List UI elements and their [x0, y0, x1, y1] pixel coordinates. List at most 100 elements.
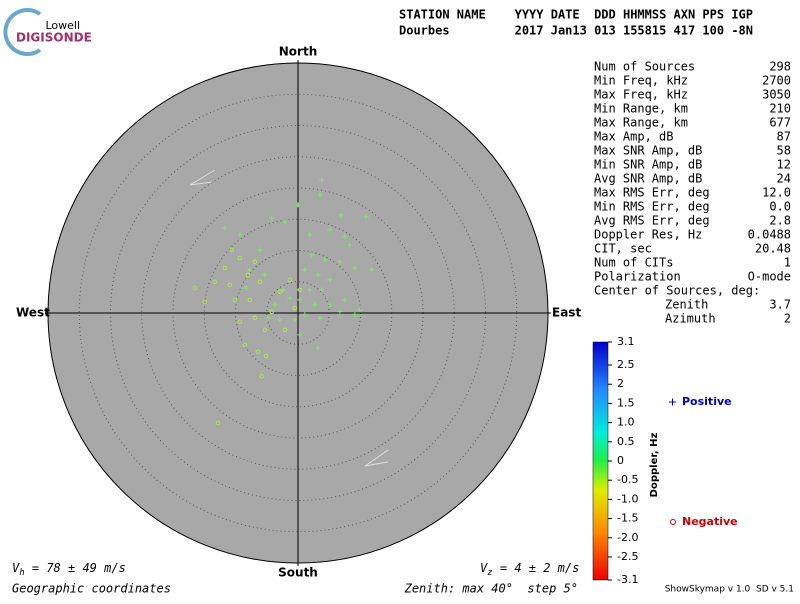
stat-value: 58 — [777, 144, 791, 158]
source-circle — [202, 299, 208, 305]
legend-label: Negative — [682, 515, 738, 528]
legend-label: Positive — [682, 395, 732, 408]
source-plus — [322, 257, 328, 263]
source-plus — [342, 297, 348, 303]
source-circle — [232, 297, 238, 303]
source-plus — [297, 332, 303, 338]
stat-value: 3050 — [762, 88, 791, 102]
stat-label: Num of CITs — [594, 256, 673, 270]
source-circle — [215, 420, 221, 426]
colorbar: 3.1 2.5 2 1.5 1.0 0.5 0 -0.5 -1.0 -1.5 -2.0 -2.5 -3.… — [592, 335, 660, 586]
stat-section: Center of Sources, deg: — [594, 284, 760, 298]
direction-label: West — [16, 306, 50, 320]
source-circle — [242, 342, 248, 348]
source-plus — [357, 307, 363, 313]
vz-rest: = 4 ± 2 m/s — [493, 561, 580, 575]
stat-value: 677 — [769, 116, 791, 130]
colorbar-tick-label: 3.1 — [617, 335, 635, 348]
source-plus — [302, 312, 308, 318]
source-circle — [277, 289, 283, 295]
vh-v: V — [12, 561, 20, 575]
stat-value: 2 — [784, 312, 791, 326]
colorbar-tick-label: 2 — [617, 377, 624, 390]
source-circle — [192, 285, 198, 291]
colorbar-tick-label: 0.5 — [617, 435, 635, 448]
stat-label: Max SNR Amp, dB — [594, 144, 702, 158]
source-plus — [297, 297, 303, 303]
source-circle — [252, 259, 258, 265]
stat-label: Doppler Res, Hz — [594, 228, 702, 242]
colorbar-scale — [592, 341, 609, 581]
source-plus — [302, 267, 308, 273]
source-circle — [229, 247, 235, 253]
stat-label: Num of Sources — [594, 60, 695, 74]
source-plus — [309, 252, 315, 258]
stat-value: 298 — [769, 60, 791, 74]
source-plus — [277, 317, 283, 323]
source-circle — [287, 277, 293, 283]
source-plus — [363, 214, 369, 220]
source-plus — [342, 234, 348, 240]
stat-label: Min Freq, kHz — [594, 74, 688, 88]
source-circle — [237, 319, 243, 325]
source-plus — [315, 272, 321, 278]
marker-v — [189, 169, 216, 186]
source-plus — [257, 247, 263, 253]
legend-symbol — [670, 519, 676, 525]
stat-label: Min RMS Err, deg — [594, 200, 710, 214]
colorbar-tick-label: -0.5 — [617, 473, 638, 486]
stat-value: 87 — [777, 130, 791, 144]
source-plus — [307, 232, 313, 238]
stats-table: Num of Sources 298 Min Freq, kHz 2700 Max Fr… — [594, 60, 791, 326]
source-plus — [317, 192, 323, 198]
stat-label: Max Range, km — [594, 116, 688, 130]
source-plus — [327, 227, 333, 233]
stat-label: Avg SNR Amp, dB — [594, 172, 702, 186]
source-circle — [227, 282, 233, 288]
source-circle — [263, 353, 269, 359]
source-plus — [347, 242, 353, 248]
source-plus — [272, 302, 278, 308]
colorbar-title: Doppler, Hz — [649, 433, 660, 498]
stat-value: 24 — [777, 172, 791, 186]
stat-value: 210 — [769, 102, 791, 116]
direction-label: South — [278, 566, 318, 580]
colorbar-tick-label: -2.0 — [617, 531, 638, 544]
source-circle — [282, 327, 288, 333]
source-circle — [255, 349, 261, 355]
vh-label: Vh = 78 ± 49 m/s — [12, 561, 126, 578]
colorbar-tick-label: 2.5 — [617, 358, 635, 371]
colorbar-tick-label: -3.1 — [617, 573, 638, 586]
stat-label: CIT, sec — [594, 242, 652, 256]
source-plus — [292, 317, 298, 323]
stat-value: 2700 — [762, 74, 791, 88]
source-plus — [243, 285, 249, 291]
stat-value: 12 — [777, 158, 791, 172]
source-plus — [282, 219, 288, 225]
version-label: ShowSkymap v 1.0 SD v 5.1 — [665, 585, 794, 595]
source-plus — [352, 312, 358, 318]
source-circle — [237, 255, 243, 261]
source-circle — [252, 315, 258, 321]
source-plus — [352, 265, 358, 271]
logo-arc — [3, 8, 42, 56]
source-plus — [337, 309, 343, 315]
stat-label: Max RMS Err, deg — [594, 186, 710, 200]
stat-value: 0.0488 — [748, 228, 791, 242]
source-circle — [269, 309, 275, 315]
source-circle — [262, 327, 268, 333]
source-plus — [369, 267, 375, 273]
source-circle — [247, 297, 253, 303]
colorbar-tick-label: 0 — [617, 454, 624, 467]
vh-rest: = 78 ± 49 m/s — [25, 561, 126, 575]
stat-value: O-mode — [748, 270, 791, 284]
stat-value: 3.7 — [769, 298, 791, 312]
stat-value: 20.48 — [755, 242, 791, 256]
source-plus — [280, 287, 286, 293]
source-plus — [327, 302, 333, 308]
stat-label: Min SNR Amp, dB — [594, 158, 702, 172]
colorbar-tick-label: 1.0 — [617, 416, 635, 429]
source-plus — [319, 177, 325, 183]
source-plus — [338, 212, 344, 218]
